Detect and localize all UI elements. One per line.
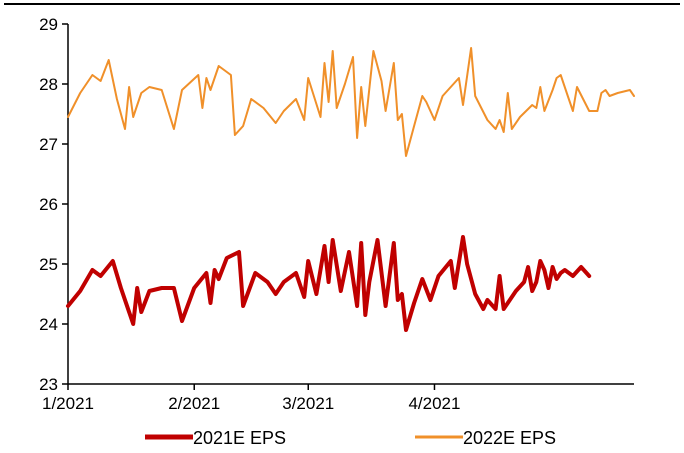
y-tick-label: 27 (39, 135, 58, 154)
y-tick-label: 26 (39, 195, 58, 214)
y-tick-label: 24 (39, 315, 58, 334)
series-line-1 (66, 235, 592, 332)
legend: 2021E EPS 2022E EPS (145, 428, 556, 448)
x-tick-label: 4/2021 (408, 394, 460, 413)
x-tick-label: 1/2021 (42, 394, 94, 413)
y-tick-label: 28 (39, 75, 58, 94)
x-tick-label: 3/2021 (282, 394, 334, 413)
axes: 23 24 25 26 27 28 29 1/2021 2/2021 3/2021 4/2021 (39, 15, 634, 413)
x-tick-label: 2/2021 (168, 394, 220, 413)
series-layer (66, 47, 635, 332)
y-tick-label: 23 (39, 375, 58, 394)
y-tick-label: 29 (39, 15, 58, 34)
y-tick-label: 25 (39, 255, 58, 274)
legend-label-1: 2021E EPS (193, 428, 286, 448)
series-line-2 (67, 47, 635, 157)
legend-label-2: 2022E EPS (463, 428, 556, 448)
